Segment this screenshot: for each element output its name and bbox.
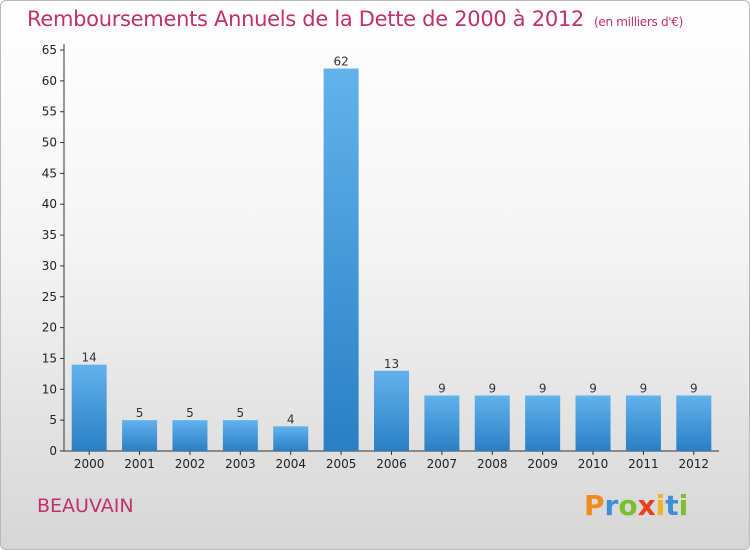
value-label: 14 xyxy=(82,351,97,365)
logo-letter: i xyxy=(655,489,666,522)
y-tick-label: 20 xyxy=(42,321,57,335)
value-label: 13 xyxy=(384,357,399,371)
x-tick-label: 2008 xyxy=(477,457,508,471)
chart-title: Remboursements Annuels de la Dette de 20… xyxy=(27,7,683,31)
city-name: BEAUVAIN xyxy=(37,495,134,517)
logo-letter: P xyxy=(584,489,605,522)
bar xyxy=(575,395,611,451)
value-label: 9 xyxy=(690,381,698,395)
logo-letter: r xyxy=(604,489,619,522)
bar xyxy=(676,395,712,451)
x-tick-label: 2001 xyxy=(124,457,155,471)
bar xyxy=(525,395,561,451)
bar xyxy=(172,420,208,451)
y-tick-label: 65 xyxy=(42,43,57,57)
x-tick-label: 2004 xyxy=(275,457,306,471)
value-label: 5 xyxy=(136,406,144,420)
x-tick-label: 2002 xyxy=(175,457,206,471)
y-tick-label: 50 xyxy=(42,136,57,150)
value-label: 9 xyxy=(488,381,496,395)
y-tick-label: 60 xyxy=(42,74,57,88)
value-label: 9 xyxy=(589,381,597,395)
y-tick-label: 5 xyxy=(49,413,57,427)
y-tick-label: 0 xyxy=(49,444,57,458)
value-label: 62 xyxy=(333,55,348,69)
x-tick-label: 2005 xyxy=(326,457,357,471)
bar xyxy=(71,364,107,451)
value-label: 9 xyxy=(438,381,446,395)
bar xyxy=(424,395,460,451)
bar xyxy=(122,420,158,451)
bar xyxy=(323,68,359,451)
y-tick-label: 55 xyxy=(42,105,57,119)
proxiti-logo: Proxiti xyxy=(584,489,688,522)
y-tick-label: 30 xyxy=(42,259,57,273)
unit-note: (en milliers d'€) xyxy=(594,15,684,29)
y-tick-label: 25 xyxy=(42,290,57,304)
x-tick-label: 2012 xyxy=(679,457,710,471)
value-label: 9 xyxy=(539,381,547,395)
logo-letter: i xyxy=(678,489,689,522)
logo-letter: o xyxy=(618,489,638,522)
value-label: 5 xyxy=(237,406,245,420)
x-tick-label: 2009 xyxy=(527,457,558,471)
value-label: 4 xyxy=(287,412,295,426)
x-tick-label: 2003 xyxy=(225,457,256,471)
bar xyxy=(374,370,409,451)
y-tick-label: 10 xyxy=(42,382,57,396)
y-tick-label: 15 xyxy=(42,351,57,365)
logo-letter: x xyxy=(637,489,656,522)
x-tick-label: 2011 xyxy=(628,457,659,471)
x-tick-label: 2010 xyxy=(578,457,609,471)
bar xyxy=(474,395,510,451)
y-tick-label: 40 xyxy=(42,197,57,211)
x-tick-label: 2007 xyxy=(427,457,458,471)
x-tick-label: 2006 xyxy=(376,457,407,471)
value-label: 9 xyxy=(640,381,648,395)
x-tick-label: 2000 xyxy=(74,457,105,471)
bar xyxy=(625,395,661,451)
bar xyxy=(273,426,309,451)
title-text: Remboursements Annuels de la Dette de 20… xyxy=(27,7,584,31)
y-tick-label: 35 xyxy=(42,228,57,242)
y-tick-label: 45 xyxy=(42,166,57,180)
logo-letter: t xyxy=(665,489,679,522)
bar xyxy=(222,420,258,451)
value-label: 5 xyxy=(186,406,194,420)
